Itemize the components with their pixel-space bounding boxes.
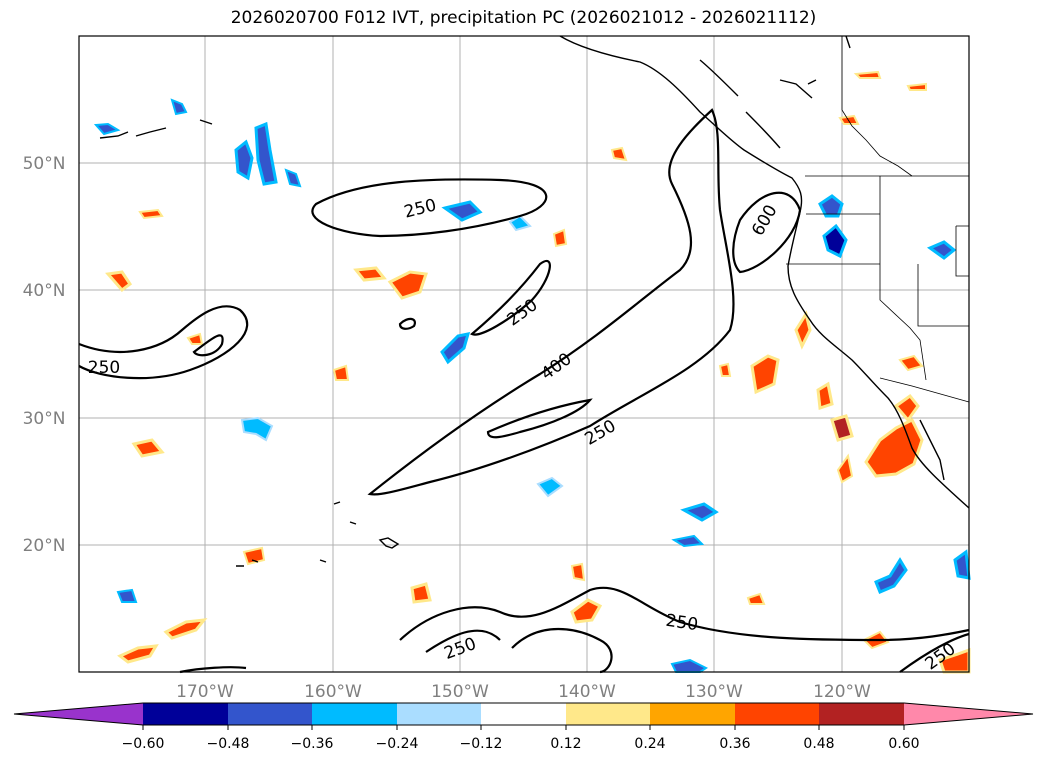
colorbar-segment — [228, 703, 312, 725]
colorbar-tick-label: −0.36 — [291, 736, 334, 752]
lat-label: 40°N — [23, 281, 66, 301]
colorbar-tick-label: −0.48 — [207, 736, 250, 752]
colorbar-segment — [650, 703, 735, 725]
lat-label: 50°N — [23, 154, 66, 174]
colorbar-segment — [481, 703, 566, 725]
lon-label: 170°W — [176, 682, 234, 702]
colorbar-tick-label: 0.60 — [888, 736, 919, 752]
colorbar-extend-left — [14, 703, 143, 725]
colorbar-segment — [397, 703, 481, 725]
lon-label: 140°W — [558, 682, 616, 702]
colorbar-segment — [735, 703, 819, 725]
colorbar-tick-label: 0.24 — [634, 736, 665, 752]
colorbar: −0.60 −0.48 −0.36 −0.24 −0.12 0.12 0.24 … — [13, 702, 1034, 752]
ivt-label: 250 — [88, 358, 120, 378]
lon-label: 130°W — [685, 682, 743, 702]
map-area — [79, 36, 969, 672]
lat-label: 30°N — [23, 409, 66, 429]
lon-label: 160°W — [304, 682, 362, 702]
map-title: 2026020700 F012 IVT, precipitation PC (2… — [230, 8, 817, 28]
ivt-contours — [78, 108, 970, 674]
map-frame — [78, 35, 970, 673]
colorbar-segment — [143, 703, 228, 725]
lon-label: 120°W — [813, 682, 871, 702]
coastlines — [99, 35, 970, 567]
lat-label: 20°N — [23, 536, 66, 556]
lon-label: 150°W — [431, 682, 489, 702]
colorbar-tick-label: −0.12 — [460, 736, 503, 752]
precip-negative-patches — [93, 98, 971, 673]
colorbar-segment — [566, 703, 650, 725]
colorbar-tick-label: 0.36 — [719, 736, 750, 752]
precip-positive-patches — [105, 70, 971, 674]
latitude-labels: 50°N 40°N 30°N 20°N — [23, 154, 66, 556]
colorbar-segment — [819, 703, 904, 725]
colorbar-extend-right — [904, 703, 1033, 725]
colorbar-tick-label: −0.24 — [376, 736, 419, 752]
colorbar-tick-label: −0.60 — [122, 736, 165, 752]
longitude-labels: 170°W 160°W 150°W 140°W 130°W 120°W — [176, 682, 871, 702]
political-borders — [786, 36, 970, 403]
colorbar-segment — [312, 703, 397, 725]
ivt-label: 250 — [664, 611, 699, 635]
gridlines — [79, 36, 969, 672]
colorbar-tick-label: 0.48 — [803, 736, 834, 752]
colorbar-tick-label: 0.12 — [550, 736, 581, 752]
